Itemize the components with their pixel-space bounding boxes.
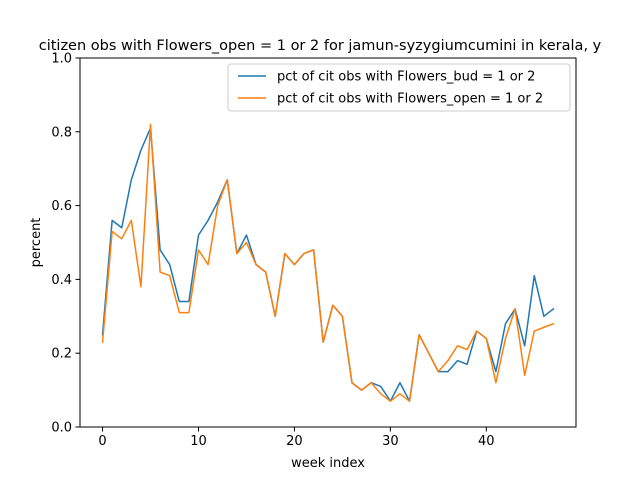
y-tick-label: 0.4 bbox=[51, 273, 72, 288]
x-tick-label: 40 bbox=[478, 434, 495, 449]
x-tick-label: 20 bbox=[286, 434, 303, 449]
x-tick-label: 0 bbox=[98, 434, 106, 449]
y-tick-label: 0.8 bbox=[51, 125, 72, 140]
x-axis: 0 10 20 30 40 bbox=[98, 427, 495, 449]
y-tick-label: 0.0 bbox=[51, 421, 72, 436]
y-tick-label: 0.2 bbox=[51, 347, 72, 362]
axes-frame bbox=[79, 57, 577, 428]
y-axis: 0.0 0.2 0.4 0.6 0.8 1.0 bbox=[51, 52, 80, 436]
y-tick-label: 1.0 bbox=[51, 52, 72, 67]
series-line-flowers-open bbox=[101, 123, 555, 402]
x-axis-label: week index bbox=[291, 456, 365, 471]
legend-box bbox=[227, 63, 571, 112]
legend-label-open: pct of cit obs with Flowers_open = 1 or … bbox=[277, 92, 543, 107]
x-tick-label: 10 bbox=[190, 434, 207, 449]
plot-area: 0 10 20 30 40 0.0 0.2 0.4 0.6 0.8 1.0 bbox=[51, 52, 577, 449]
y-tick-label: 0.6 bbox=[51, 199, 72, 214]
legend: pct of cit obs with Flowers_bud = 1 or 2… bbox=[227, 63, 571, 112]
legend-label-bud: pct of cit obs with Flowers_bud = 1 or 2 bbox=[277, 70, 535, 85]
series-lines bbox=[101, 123, 555, 402]
x-tick-label: 30 bbox=[382, 434, 399, 449]
y-axis-label: percent bbox=[29, 218, 44, 268]
chart-title: citizen obs with Flowers_open = 1 or 2 f… bbox=[39, 38, 602, 54]
